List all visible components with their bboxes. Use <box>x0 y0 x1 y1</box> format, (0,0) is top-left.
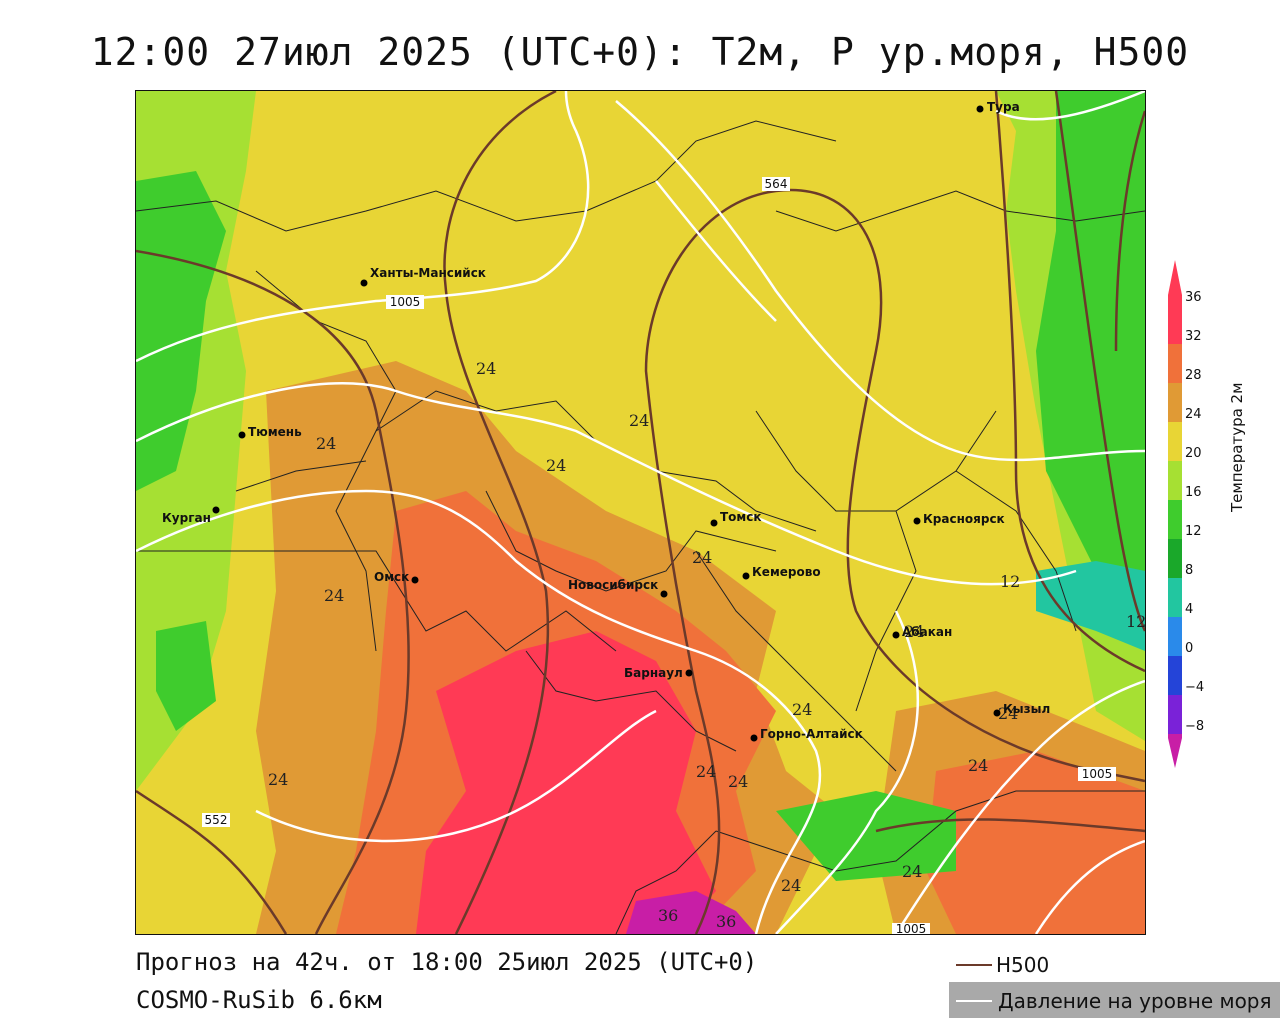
city-novosibirsk[interactable]: Новосибирск <box>568 578 668 598</box>
temp-field-28-32-east <box>926 751 1145 934</box>
svg-text:Барнаул: Барнаул <box>624 666 683 680</box>
city-barnaul[interactable]: Барнаул <box>624 666 693 680</box>
pressure-isobars <box>136 91 1145 934</box>
city-kemerovo[interactable]: Кемерово <box>742 565 821 580</box>
temp-label: 24 <box>904 622 924 641</box>
temp-label: 24 <box>792 700 812 719</box>
city-krasnoyarsk[interactable]: Красноярск <box>913 512 1005 526</box>
colorbar-tick: 32 <box>1185 329 1202 344</box>
temp-label: 36 <box>716 912 736 931</box>
temp-label: 24 <box>316 434 336 453</box>
colorbar-tick: 20 <box>1185 446 1202 461</box>
svg-text:Новосибирск: Новосибирск <box>568 578 658 592</box>
pressure-legend-line <box>956 1000 992 1002</box>
city-kyzyl[interactable]: Кызыл <box>993 702 1051 717</box>
temp-label: 24 <box>268 770 288 789</box>
temp-field-12-16-west <box>136 171 226 491</box>
pressure-labels: 1005 1005 1005 <box>386 295 1116 934</box>
svg-text:Горно-Алтайск: Горно-Алтайск <box>760 727 863 741</box>
region-borders <box>136 120 1145 934</box>
colorbar-tick: 28 <box>1185 368 1202 383</box>
h500-contours <box>136 91 1145 934</box>
temperature-colorbar <box>1168 260 1182 768</box>
svg-text:Ханты-Мансийск: Ханты-Мансийск <box>370 266 486 280</box>
svg-text:Курган: Курган <box>162 511 211 525</box>
colorbar-tick: −8 <box>1185 719 1205 734</box>
temp-label: 24 <box>728 772 748 791</box>
forecast-info: Прогноз на 42ч. от 18:00 25июл 2025 (UTC… <box>136 948 758 976</box>
temp-label: 24 <box>696 762 716 781</box>
temp-label: 24 <box>546 456 566 475</box>
map-canvas: 564 552 1005 1005 1005 24 24 24 24 24 24… <box>136 91 1145 934</box>
pressure-legend-box <box>949 982 1280 1018</box>
temp-label: 24 <box>968 756 988 775</box>
model-info: COSMO-RuSib 6.6км <box>136 986 382 1014</box>
colorbar-tick: 16 <box>1185 485 1202 500</box>
temp-label: 36 <box>658 906 678 925</box>
city-tyumen[interactable]: Тюмень <box>238 425 303 439</box>
colorbar-tick: 8 <box>1185 563 1194 578</box>
pressure-legend-label: Давление на уровне моря <box>998 989 1272 1013</box>
colorbar-tick: 36 <box>1185 290 1202 305</box>
svg-text:Тура: Тура <box>987 100 1020 114</box>
colorbar-tick: −4 <box>1185 680 1205 695</box>
city-abakan[interactable]: Абакан <box>892 625 953 639</box>
temp-field-12-16-east <box>1036 91 1145 611</box>
temp-label: 24 <box>629 411 649 430</box>
temp-field-36-plus <box>626 891 756 934</box>
city-omsk[interactable]: Омск <box>374 570 419 584</box>
h500-legend-label: H500 <box>996 953 1050 977</box>
h500-label: 552 <box>205 813 228 827</box>
city-gorno-altaysk[interactable]: Горно-Алтайск <box>750 727 863 742</box>
temp-label: 24 <box>998 704 1018 723</box>
city-khanty-mansiysk[interactable]: Ханты-Мансийск <box>360 266 486 287</box>
pressure-label: 1005 <box>390 295 421 309</box>
svg-text:Кемерово: Кемерово <box>752 565 821 579</box>
temp-field-8-12-east <box>1036 561 1145 651</box>
colorbar-label: Температура 2м <box>1228 382 1246 512</box>
city-kurgan[interactable]: Курган <box>162 506 220 526</box>
city-tura[interactable]: Тура <box>976 100 1020 114</box>
h500-legend-line <box>956 964 992 966</box>
temp-label: 12 <box>1000 572 1020 591</box>
h500-labels: 564 552 <box>202 177 790 827</box>
temp-label: 24 <box>476 359 496 378</box>
temp-label: 24 <box>324 586 344 605</box>
temp-labels: 24 24 24 24 24 24 24 24 24 24 24 24 24 2… <box>268 359 1145 931</box>
temp-label: 24 <box>692 548 712 567</box>
temp-label: 24 <box>902 862 922 881</box>
colorbar-tick: 4 <box>1185 602 1194 617</box>
svg-text:Абакан: Абакан <box>902 625 952 639</box>
svg-text:Красноярск: Красноярск <box>923 512 1005 526</box>
colorbar-tick: 24 <box>1185 407 1202 422</box>
pressure-label: 1005 <box>896 922 927 934</box>
map-title: 12:00 27июл 2025 (UTC+0): Т2м, P ур.моря… <box>90 30 1190 74</box>
colorbar-tick: 12 <box>1185 524 1202 539</box>
colorbar-tick: 0 <box>1185 641 1194 656</box>
h500-label: 564 <box>765 177 788 191</box>
svg-text:Тюмень: Тюмень <box>248 425 302 439</box>
temp-field-12-16-south <box>776 791 956 881</box>
city-markers: Тура Ханты-Мансийск Тюмень Курган Омск Н… <box>162 100 1050 742</box>
temp-label: 24 <box>781 876 801 895</box>
svg-text:Омск: Омск <box>374 570 409 584</box>
temp-label: 12 <box>1126 612 1145 631</box>
svg-text:Томск: Томск <box>720 510 762 524</box>
svg-text:Кызыл: Кызыл <box>1003 702 1050 716</box>
weather-map[interactable]: 564 552 1005 1005 1005 24 24 24 24 24 24… <box>135 90 1146 935</box>
pressure-label: 1005 <box>1082 767 1113 781</box>
temp-field-12-16-sw <box>156 621 216 731</box>
city-tomsk[interactable]: Томск <box>710 510 762 527</box>
